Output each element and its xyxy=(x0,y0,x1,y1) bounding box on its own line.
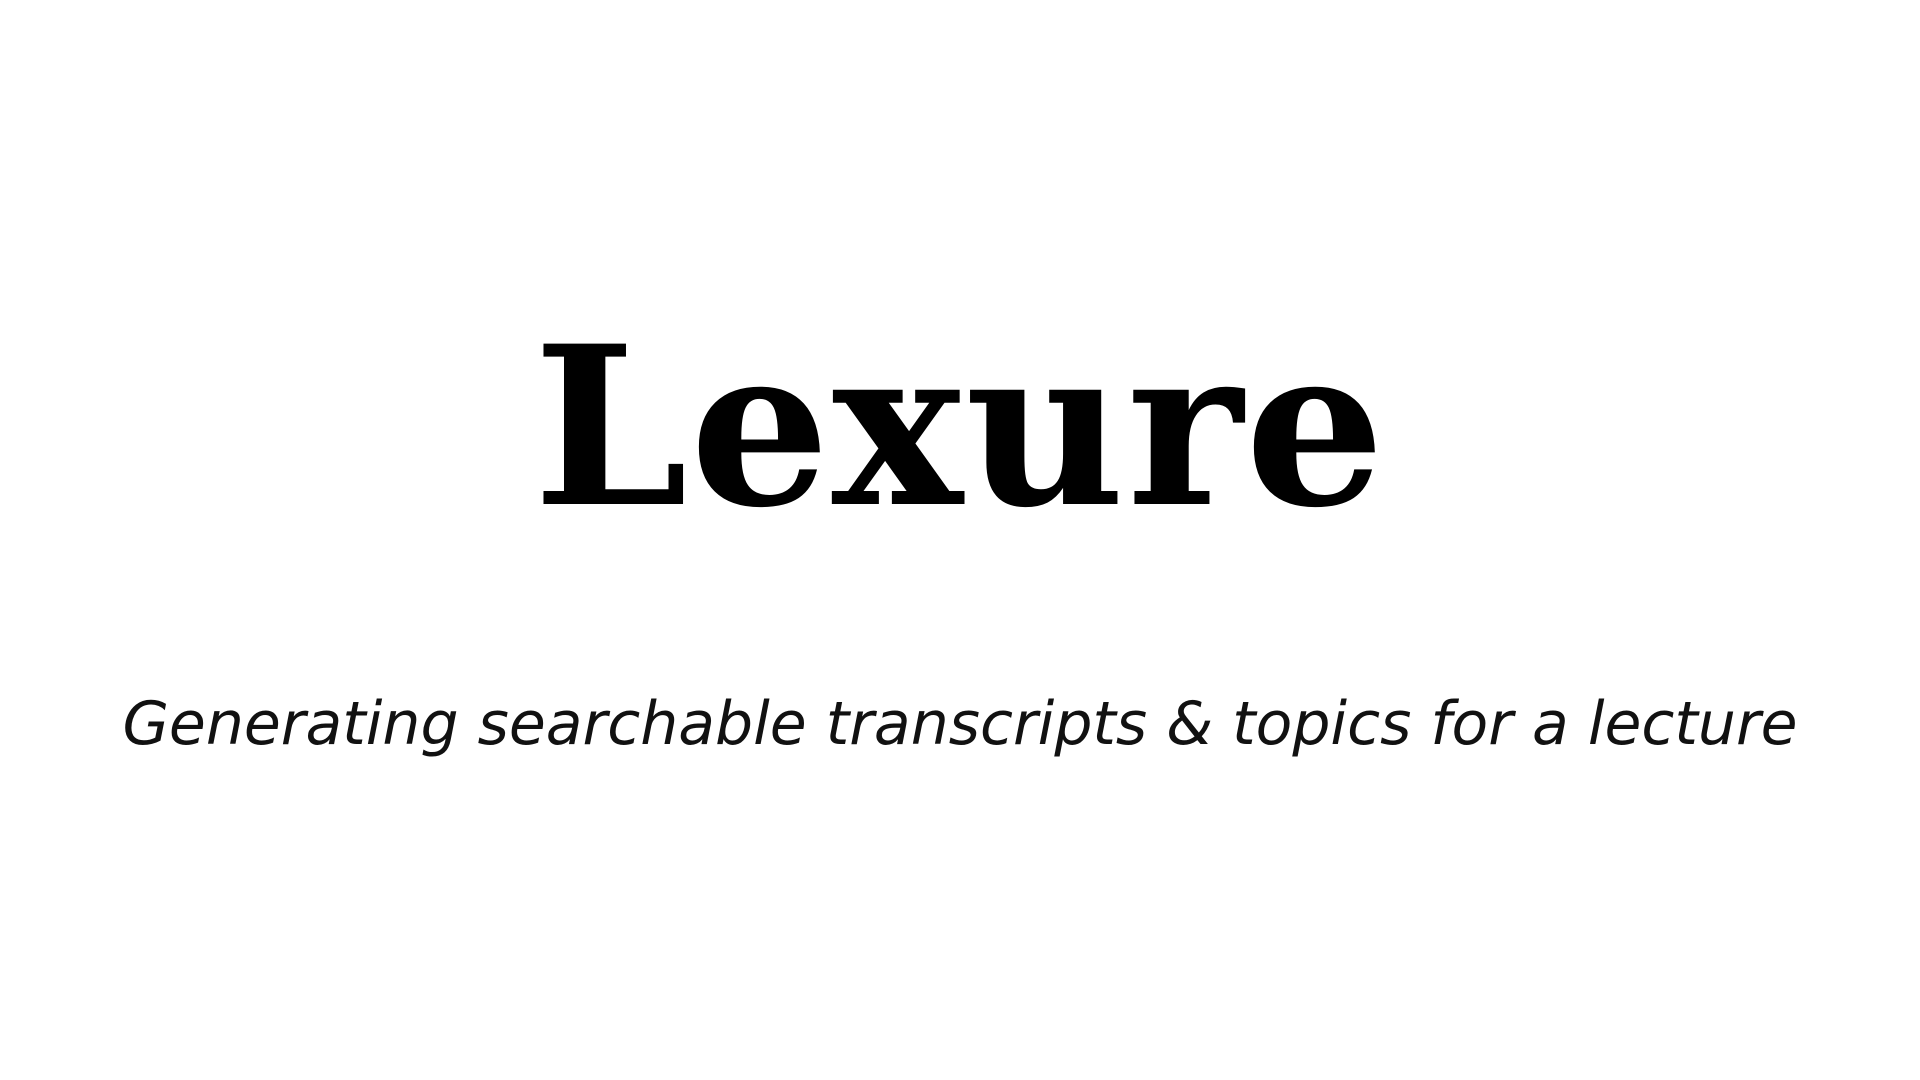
slide-title: Lexure xyxy=(533,297,1387,556)
slide-subtitle: Generating searchable transcripts & topi… xyxy=(122,689,1798,759)
